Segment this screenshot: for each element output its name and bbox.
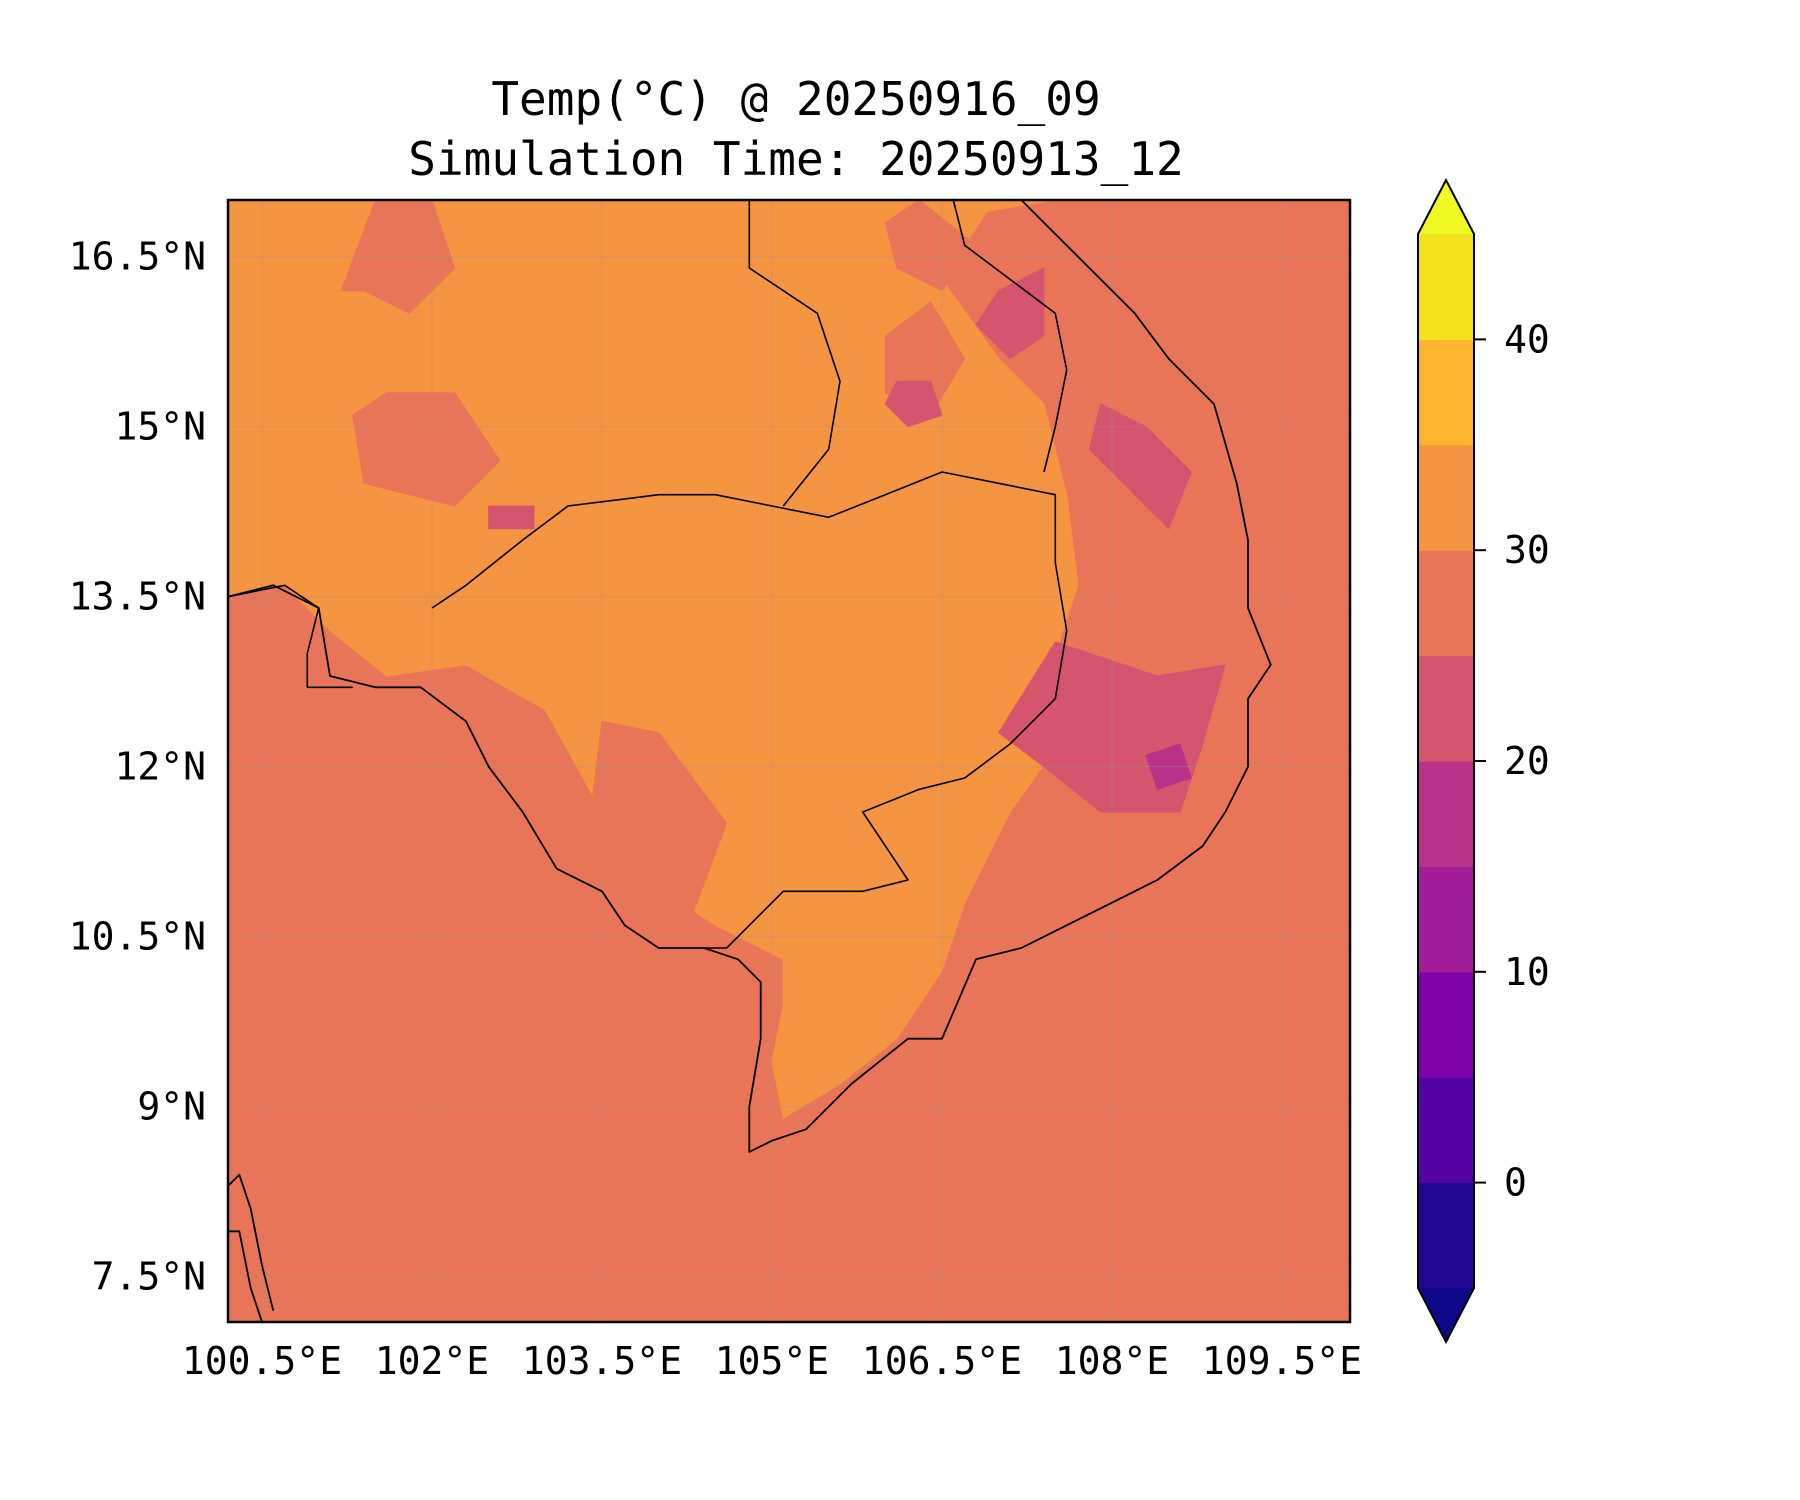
latitude-tick-label: 9°N [137, 1085, 206, 1129]
latitude-tick-label: 15°N [114, 405, 206, 449]
map-title: Temp(°C) @ 20250916_09 [491, 72, 1101, 126]
map-subtitle: Simulation Time: 20250913_12 [408, 132, 1184, 186]
country-border [228, 584, 353, 689]
colorbar-band [1418, 655, 1474, 762]
temperature-contour-20-25 [488, 505, 535, 530]
latitude-tick-label: 10.5°N [69, 915, 206, 959]
temperature-contour-25-30 [352, 392, 501, 507]
latitude-tick-label: 16.5°N [69, 235, 206, 279]
latitude-tick-label: 13.5°N [69, 575, 206, 619]
temperature-contour-25-30 [340, 200, 456, 314]
colorbar-outline [1417, 177, 1475, 1345]
coastline [228, 1230, 263, 1322]
colorbar-band [1418, 971, 1474, 1078]
colorbar-band [1418, 1077, 1474, 1184]
temperature-contour-20-25 [884, 380, 943, 428]
colorbar-tick-label: 20 [1504, 739, 1550, 783]
colorbar-band [1418, 234, 1474, 340]
longitude-tick-label: 102°E [375, 1339, 489, 1383]
colorbar: 0 10 20 30 40 [1417, 177, 1550, 1345]
longitude-tick-label: 109.5°E [1202, 1339, 1362, 1383]
colorbar-extend-min [1418, 1288, 1474, 1342]
latitude-tick-label: 12°N [114, 745, 206, 789]
colorbar-band [1418, 550, 1474, 657]
country-border [748, 200, 841, 507]
temperature-contour-20-25 [975, 267, 1045, 360]
colorbar-tick-label: 0 [1504, 1161, 1527, 1205]
temperature-contour-25-30 [590, 720, 728, 915]
colorbar-band [1418, 444, 1474, 551]
colorbar-band [1418, 866, 1474, 973]
longitude-tick-label: 105°E [715, 1339, 829, 1383]
country-border [952, 200, 1068, 473]
colorbar-band [1418, 339, 1474, 446]
colorbar-band [1418, 1182, 1474, 1289]
map-panel: 100.5°E 102°E 103.5°E 105°E 106.5°E 108°E 109.… [69, 198, 1362, 1383]
longitude-tick-label: 108°E [1055, 1339, 1169, 1383]
colorbar-tick-label: 30 [1504, 528, 1550, 572]
colorbar-extend-max [1418, 180, 1474, 234]
colorbar-tick-label: 40 [1504, 317, 1550, 361]
temperature-contour-20-25 [1088, 403, 1192, 530]
longitude-tick-label: 103.5°E [522, 1339, 682, 1383]
coastline [228, 1173, 275, 1311]
latitude-tick-label: 7.5°N [92, 1255, 206, 1299]
map-frame [226, 198, 1352, 1324]
longitude-tick-label: 106.5°E [862, 1339, 1022, 1383]
country-border [431, 471, 1068, 949]
temperature-contour-15-20 [1145, 743, 1192, 790]
colorbar-tick-label: 10 [1504, 950, 1550, 994]
colorbar-band [1418, 761, 1474, 867]
longitude-tick-label: 100.5°E [182, 1339, 342, 1383]
coastline [228, 200, 1272, 1153]
temperature-contour-25-30 [884, 200, 977, 292]
